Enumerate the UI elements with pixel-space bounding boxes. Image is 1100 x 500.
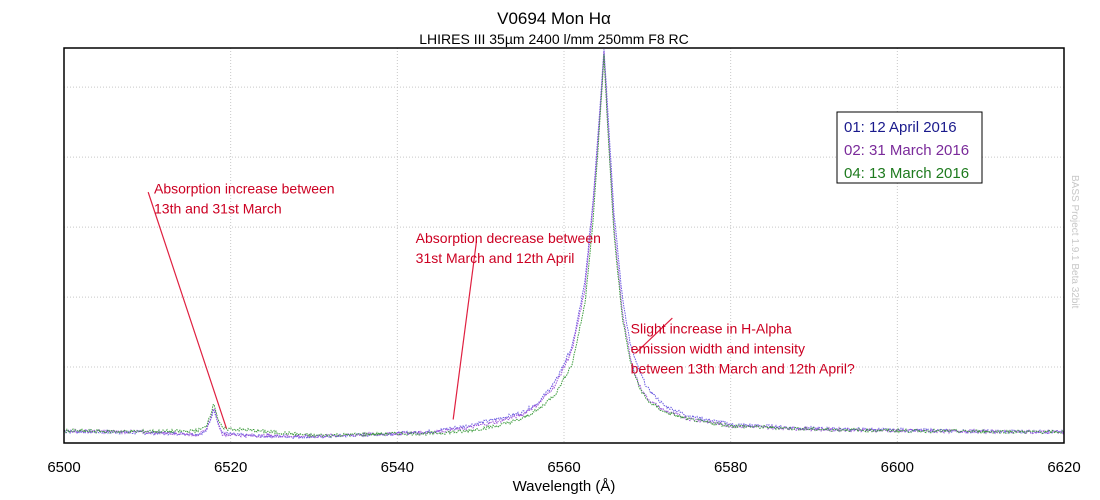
- software-credit: BASS Project 1.9.1 Beta 32bit: [1069, 175, 1080, 309]
- x-tick-label: 6540: [381, 459, 414, 476]
- annotation-text: between 13th March and 12th April?: [631, 360, 855, 376]
- legend-entry: 04: 13 March 2016: [844, 165, 969, 182]
- annotations: Absorption increase between 13th and 31st…: [147, 181, 855, 429]
- x-tick-label: 6620: [1047, 459, 1080, 476]
- x-tick-label: 6600: [881, 459, 914, 476]
- annotation-text: 13th and 31st March: [154, 201, 282, 217]
- annotation-text: Absorption decrease between: [416, 230, 601, 246]
- legend-entry: 01: 12 April 2016: [844, 119, 957, 136]
- x-tick-label: 6580: [714, 459, 747, 476]
- x-tick-label: 6560: [547, 459, 580, 476]
- x-axis-label: Wavelength (Å): [513, 478, 616, 495]
- legend-box: [836, 111, 983, 184]
- annotation-pointer: [635, 317, 673, 354]
- series-line-2: [63, 51, 1065, 439]
- legend-entry: 02: 31 March 2016: [844, 142, 969, 159]
- annotation-text: emission width and intensity: [631, 340, 805, 356]
- series-line-1: [63, 49, 1065, 440]
- annotation-pointer: [452, 241, 478, 420]
- annotation-text: Absorption increase between: [154, 181, 335, 197]
- series-line-3: [63, 54, 1065, 438]
- plot-frame: [63, 47, 1065, 444]
- legend: 01: 12 April 2016 02: 31 March 2016 04: 13…: [836, 111, 983, 184]
- annotation-pointer: [147, 191, 228, 429]
- chart-subtitle: LHIRES III 35µm 2400 l/mm 250mm F8 RC: [419, 31, 688, 47]
- x-tick-label: 6500: [47, 459, 80, 476]
- chart-title: V0694 Mon Hα: [497, 9, 611, 28]
- annotation-text: Slight increase in H-Alpha: [631, 320, 792, 336]
- series-group: [63, 49, 1065, 440]
- x-tick-label: 6520: [214, 459, 247, 476]
- x-axis-ticks: 6500 6520 6540 6560 6580 6600 6620: [47, 459, 1080, 476]
- annotation-text: 31st March and 12th April: [416, 250, 575, 266]
